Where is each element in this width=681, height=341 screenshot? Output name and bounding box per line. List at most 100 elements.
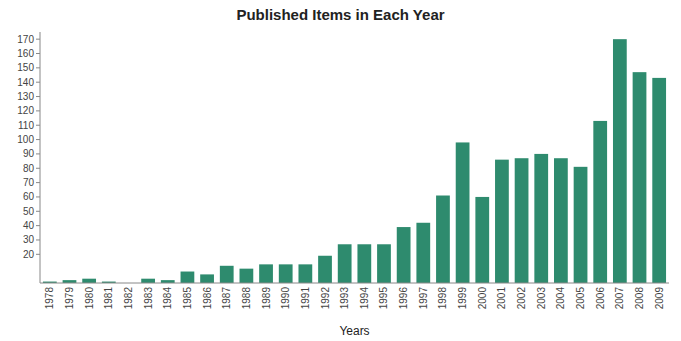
y-tick <box>36 39 40 40</box>
y-tick-label: 140 <box>17 77 34 88</box>
x-tick-label: 2007 <box>614 287 625 310</box>
y-tick <box>36 182 40 183</box>
y-tick <box>36 211 40 212</box>
y-tick-label: 90 <box>23 148 35 159</box>
bar <box>298 264 312 283</box>
bar <box>82 279 96 283</box>
x-tick-label: 2008 <box>634 287 645 310</box>
y-tick-label: 110 <box>18 120 34 131</box>
x-tick-label: 2000 <box>477 287 488 310</box>
bar <box>318 256 332 283</box>
bar <box>436 196 450 283</box>
y-tick <box>36 168 40 169</box>
bar <box>279 264 293 283</box>
chart-svg: Published Items in Each Year 20 30 40 50 60 70… <box>0 0 681 341</box>
x-tick-label: 1992 <box>320 287 331 310</box>
x-tick-label: 1990 <box>280 287 291 310</box>
y-tick <box>36 110 40 111</box>
bar <box>554 158 568 283</box>
bar <box>613 39 627 283</box>
bars <box>43 39 666 283</box>
y-tick-label: 80 <box>23 163 35 174</box>
bar <box>534 154 548 283</box>
y-tick-label: 70 <box>23 177 35 188</box>
bar <box>357 244 371 283</box>
x-tick-label: 1978 <box>44 287 55 310</box>
x-tick-label: 1980 <box>84 287 95 310</box>
y-tick-label: 50 <box>23 206 35 217</box>
x-axis-label: Years <box>339 324 369 338</box>
y-axis-line <box>40 32 41 283</box>
y-tick-label: 40 <box>23 220 35 231</box>
x-tick-label: 2001 <box>496 287 507 310</box>
y-tick <box>36 53 40 54</box>
x-tick-label: 1983 <box>143 287 154 310</box>
x-tick-label: 1984 <box>162 287 173 310</box>
x-tick-label: 1986 <box>202 287 213 310</box>
x-axis-line <box>40 283 669 284</box>
x-tick-label: 1988 <box>241 287 252 310</box>
y-tick <box>36 239 40 240</box>
x-tick-label: 1993 <box>339 287 350 310</box>
bar <box>456 142 470 283</box>
x-tick-label: 1994 <box>359 287 370 310</box>
x-tick-label: 2002 <box>516 287 527 310</box>
y-tick <box>36 225 40 226</box>
x-tick-label: 1998 <box>437 287 448 310</box>
y-tick-label: 100 <box>17 134 34 145</box>
y-tick-label: 30 <box>23 234 35 245</box>
bar <box>515 158 529 283</box>
x-tick-label: 2004 <box>555 287 566 310</box>
x-tick-label: 1985 <box>182 287 193 310</box>
x-tick-label: 1991 <box>300 287 311 310</box>
y-tick <box>36 153 40 154</box>
y-tick-label: 160 <box>17 48 34 59</box>
x-axis: 1978 1979 1980 1981 1982 1983 1984 1985 1986 1987… <box>44 287 664 310</box>
bar <box>377 244 391 283</box>
x-tick-label: 2006 <box>595 287 606 310</box>
bar <box>181 272 195 283</box>
x-tick-label: 1982 <box>123 287 134 310</box>
y-axis: 20 30 40 50 60 70 80 90 100 110 120 130 140 150 160 170 <box>17 32 40 283</box>
x-tick-label: 1981 <box>103 287 114 310</box>
y-tick-label: 170 <box>17 34 34 45</box>
y-tick <box>36 139 40 140</box>
y-tick <box>36 82 40 83</box>
bar <box>495 160 509 283</box>
y-tick-label: 60 <box>23 191 35 202</box>
y-tick-label: 150 <box>17 62 34 73</box>
y-tick <box>36 67 40 68</box>
x-tick-label: 2005 <box>575 287 586 310</box>
bar <box>593 121 607 283</box>
bar <box>240 269 254 283</box>
x-tick-label: 1989 <box>261 287 272 310</box>
bar <box>338 244 352 283</box>
x-tick-label: 1979 <box>64 287 75 310</box>
x-tick-label: 1996 <box>398 287 409 310</box>
bar <box>220 266 234 283</box>
bar <box>574 167 588 283</box>
bar <box>652 78 666 283</box>
y-tick-label: 130 <box>17 91 34 102</box>
x-tick-label: 1997 <box>418 287 429 310</box>
bar <box>633 72 647 283</box>
bar <box>200 274 214 283</box>
chart-title: Published Items in Each Year <box>236 6 444 23</box>
y-tick-label: 120 <box>17 105 34 116</box>
bar <box>416 223 430 283</box>
y-tick <box>36 196 40 197</box>
y-tick-label: 20 <box>23 249 35 260</box>
y-tick <box>36 96 40 97</box>
bar <box>141 279 155 283</box>
y-tick <box>36 125 40 126</box>
y-tick <box>36 254 40 255</box>
x-tick-label: 2003 <box>536 287 547 310</box>
x-tick-label: 1999 <box>457 287 468 310</box>
bar <box>259 264 273 283</box>
x-tick-label: 1987 <box>221 287 232 310</box>
x-tick-label: 1995 <box>378 287 389 310</box>
bar <box>475 197 489 283</box>
x-tick-label: 2009 <box>654 287 665 310</box>
bar <box>397 227 411 283</box>
chart-container: Published Items in Each Year 20 30 40 50 60 70… <box>0 0 681 341</box>
